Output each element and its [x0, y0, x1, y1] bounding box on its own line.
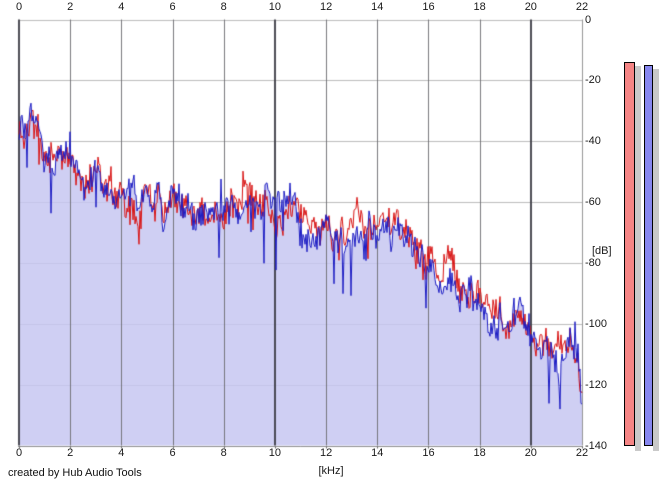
x-axis-bottom-tick-label: 12 — [319, 447, 333, 459]
x-axis-bottom-tick-label: 0 — [15, 447, 23, 459]
x-axis-bottom-tick-label: 6 — [169, 447, 176, 459]
red-peak-meter-shadow — [635, 66, 641, 451]
credit-text: created by Hub Audio Tools — [8, 467, 142, 479]
y-axis-tick-label: -140 — [585, 440, 608, 452]
x-axis-top-tick-label: 8 — [220, 1, 227, 13]
x-axis-bottom-tick-label: 14 — [371, 447, 384, 459]
x-axis-top-tick-label: 0 — [15, 1, 23, 13]
y-axis-tick-label: -60 — [585, 196, 601, 208]
x-axis-top-tick-label: 22 — [575, 1, 589, 13]
blue-peak-meter-shadow — [653, 69, 659, 451]
x-axis-top-tick-label: 18 — [473, 1, 486, 13]
y-axis-unit-label: [dB] — [592, 245, 612, 257]
x-axis-top-tick-label: 4 — [118, 1, 125, 13]
x-axis-unit-label: [kHz] — [318, 465, 344, 477]
x-axis-top-tick-label: 2 — [67, 1, 74, 13]
x-axis-bottom-tick-label: 20 — [524, 447, 537, 459]
x-axis-bottom-tick-label: 10 — [268, 447, 282, 459]
x-axis-bottom-tick-label: 16 — [422, 447, 435, 459]
y-axis-tick-label: -40 — [585, 135, 601, 147]
y-axis-tick-label: -80 — [585, 257, 601, 269]
y-axis-tick-label: -100 — [585, 318, 608, 330]
y-axis-tick-label: -20 — [585, 74, 601, 86]
x-axis-top-tick-label: 12 — [319, 1, 333, 13]
x-axis-top-tick-label: 10 — [268, 1, 282, 13]
x-axis-bottom-tick-label: 8 — [220, 447, 227, 459]
x-axis-top-tick-label: 16 — [422, 1, 435, 13]
red-peak-meter-bar — [624, 62, 635, 446]
y-axis-tick-label: 0 — [585, 14, 592, 26]
x-axis-bottom-tick-label: 18 — [473, 447, 486, 459]
x-axis-bottom-tick-label: 4 — [118, 447, 125, 459]
x-axis-top-tick-label: 14 — [371, 1, 384, 13]
x-axis-bottom-tick-label: 22 — [575, 447, 589, 459]
x-axis-bottom-tick-label: 2 — [67, 447, 74, 459]
x-axis-top-tick-label: 20 — [524, 1, 537, 13]
blue-peak-meter-bar — [644, 65, 653, 446]
x-axis-top-tick-label: 6 — [169, 1, 176, 13]
y-axis-tick-label: -120 — [585, 379, 608, 391]
